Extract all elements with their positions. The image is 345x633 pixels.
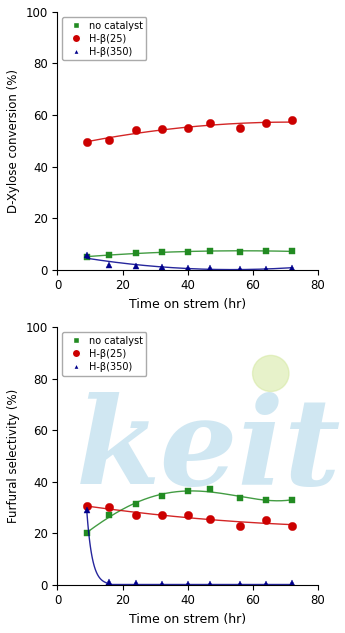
Circle shape (253, 355, 289, 391)
Legend: no catalyst, H-β(25), H-β(350): no catalyst, H-β(25), H-β(350) (62, 332, 147, 375)
X-axis label: Time on strem (hr): Time on strem (hr) (129, 298, 246, 311)
Text: keit: keit (76, 392, 341, 510)
Y-axis label: D-Xylose conversion (%): D-Xylose conversion (%) (7, 69, 20, 213)
Y-axis label: Furfural selectivity (%): Furfural selectivity (%) (7, 389, 20, 523)
Legend: no catalyst, H-β(25), H-β(350): no catalyst, H-β(25), H-β(350) (62, 17, 147, 60)
X-axis label: Time on strem (hr): Time on strem (hr) (129, 613, 246, 626)
